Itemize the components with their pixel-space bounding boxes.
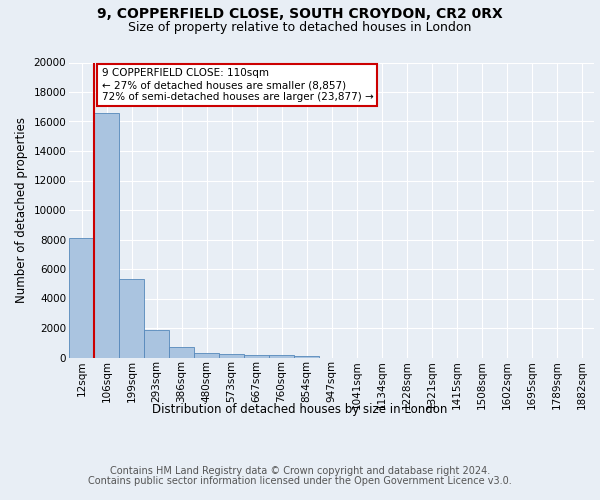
Bar (244, 355, 269, 358)
Text: Distribution of detached houses by size in London: Distribution of detached houses by size … (152, 402, 448, 415)
Bar (219, 354, 244, 358)
Bar (69, 238, 94, 358)
Bar (294, 356, 319, 358)
Text: Contains public sector information licensed under the Open Government Licence v3: Contains public sector information licen… (88, 476, 512, 486)
Bar (144, 330, 169, 357)
Text: 9, COPPERFIELD CLOSE, SOUTH CROYDON, CR2 0RX: 9, COPPERFIELD CLOSE, SOUTH CROYDON, CR2… (97, 8, 503, 22)
Bar (194, 353, 219, 358)
Text: Contains HM Land Registry data © Crown copyright and database right 2024.: Contains HM Land Registry data © Crown c… (110, 466, 490, 476)
Y-axis label: Number of detached properties: Number of detached properties (15, 117, 28, 303)
Bar (94, 112, 119, 358)
Text: 9 COPPERFIELD CLOSE: 110sqm
← 27% of detached houses are smaller (8,857)
72% of : 9 COPPERFIELD CLOSE: 110sqm ← 27% of det… (101, 68, 373, 102)
Bar (119, 280, 144, 357)
Text: Size of property relative to detached houses in London: Size of property relative to detached ho… (128, 21, 472, 34)
Bar (269, 355, 294, 358)
Bar (169, 347, 194, 358)
